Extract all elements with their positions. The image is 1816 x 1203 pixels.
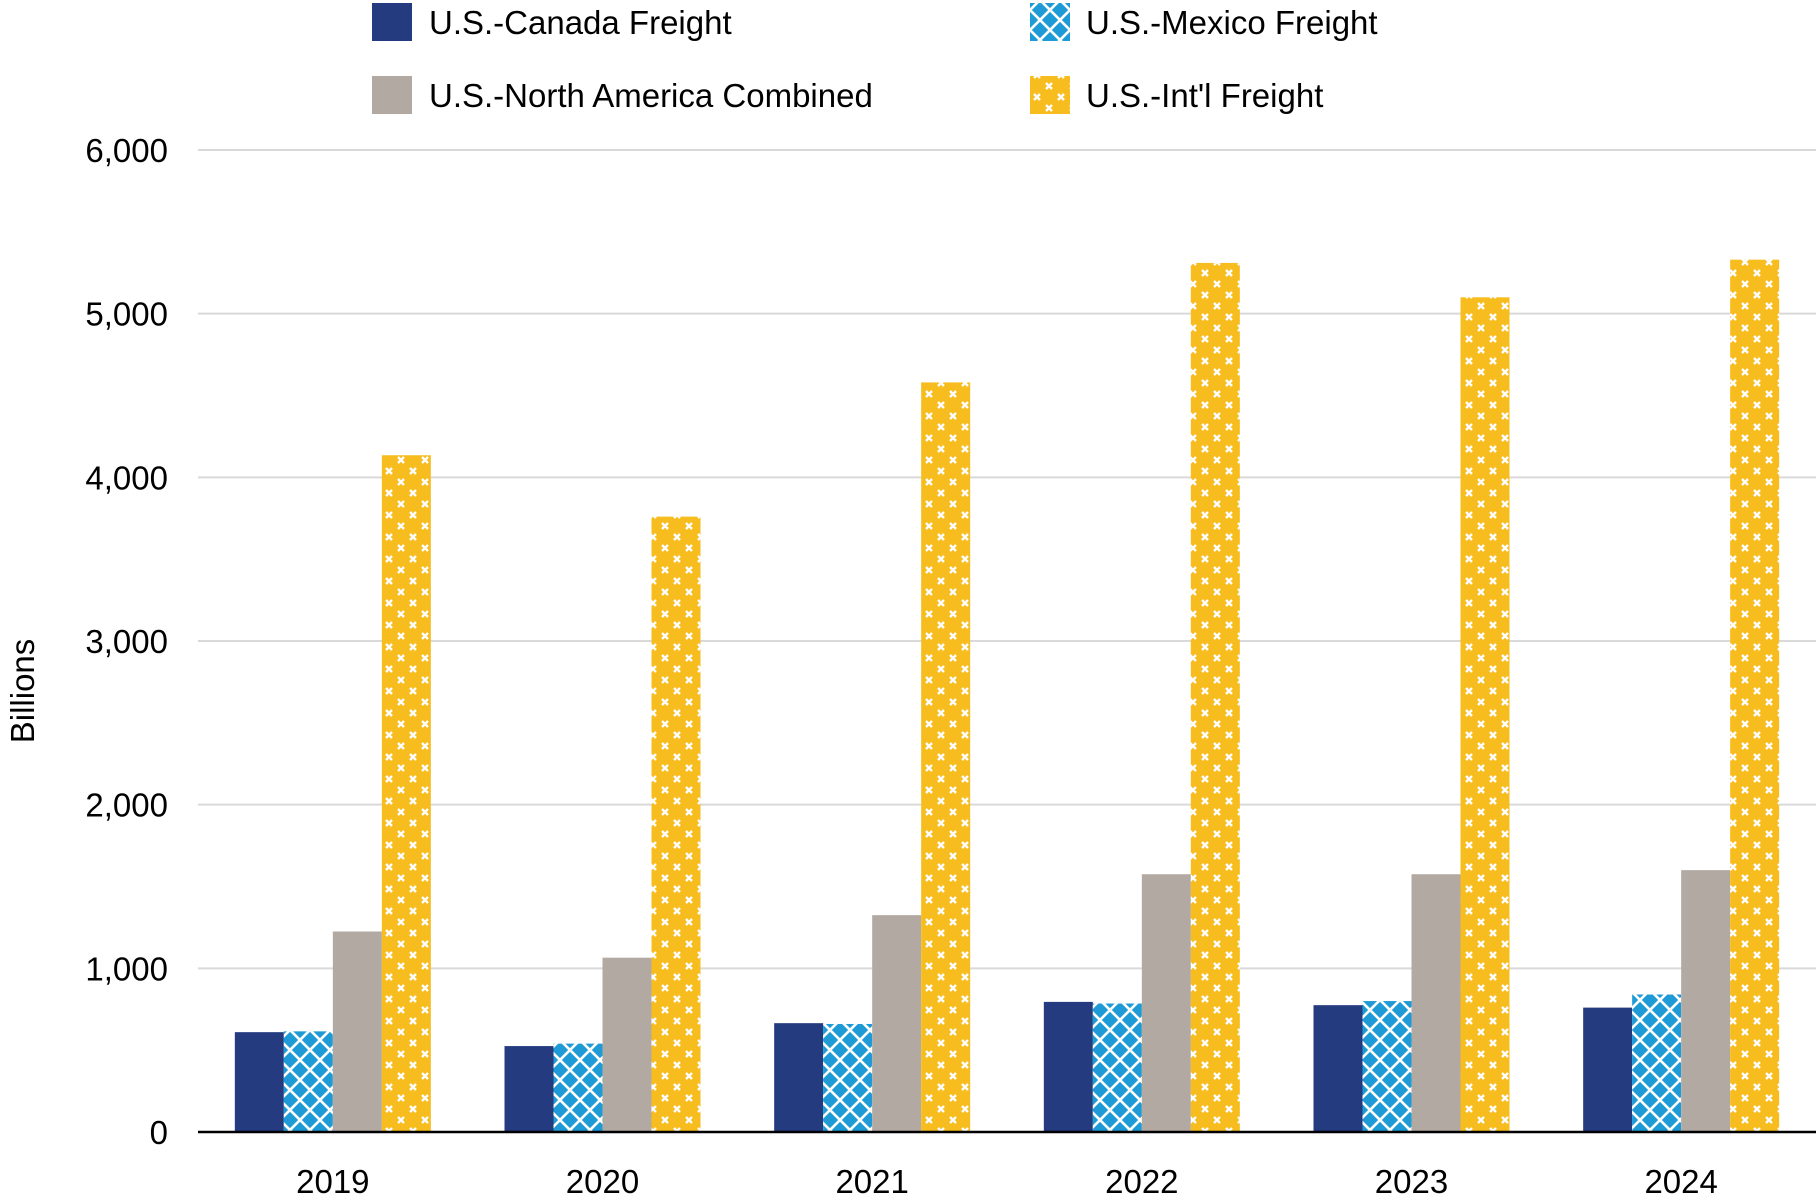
bar-combined-2022 xyxy=(1141,874,1191,1132)
x-tick-label: 2019 xyxy=(296,1163,369,1200)
y-tick-label: 6,000 xyxy=(85,132,168,169)
legend-label-intl: U.S.-Int'l Freight xyxy=(1086,77,1323,114)
bar-combined-2023 xyxy=(1411,874,1461,1132)
bar-mexico-2019 xyxy=(283,1031,333,1132)
x-tick-label: 2020 xyxy=(566,1163,639,1200)
y-tick-label: 0 xyxy=(150,1114,168,1151)
bar-intl-2019 xyxy=(381,455,431,1132)
axes: 0 1,000 2,000 3,000 4,000 5,000 6,000 Billions 2… xyxy=(4,132,1816,1200)
bar-intl-2020 xyxy=(651,516,701,1132)
bar-intl-2024 xyxy=(1730,259,1780,1132)
bar-canada-2021 xyxy=(774,1023,824,1132)
y-tick-label: 2,000 xyxy=(85,787,168,824)
bar-intl-2023 xyxy=(1460,297,1510,1132)
x-tick-label: 2024 xyxy=(1644,1163,1717,1200)
legend-swatch-intl xyxy=(1030,76,1070,114)
bar-combined-2020 xyxy=(602,957,652,1132)
legend-swatch-combined xyxy=(372,76,412,114)
y-axis-title: Billions xyxy=(4,639,41,744)
bar-intl-2022 xyxy=(1190,262,1240,1132)
y-tick-label: 3,000 xyxy=(85,623,168,660)
bars xyxy=(234,259,1780,1132)
legend-swatch-canada xyxy=(372,3,412,41)
x-tick-label: 2021 xyxy=(835,1163,908,1200)
y-tick-label: 1,000 xyxy=(85,950,168,987)
y-tick-label: 4,000 xyxy=(85,459,168,496)
bar-mexico-2024 xyxy=(1632,994,1682,1132)
bar-canada-2023 xyxy=(1313,1005,1363,1132)
bar-combined-2019 xyxy=(332,931,382,1132)
bar-combined-2024 xyxy=(1681,870,1731,1132)
gridlines xyxy=(198,149,1816,970)
bar-mexico-2021 xyxy=(823,1023,873,1132)
bar-mexico-2020 xyxy=(553,1043,603,1132)
legend-label-canada: U.S.-Canada Freight xyxy=(429,4,732,41)
bar-mexico-2023 xyxy=(1362,1001,1412,1132)
bar-canada-2019 xyxy=(234,1032,284,1132)
x-tick-label: 2023 xyxy=(1375,1163,1448,1200)
legend-swatch-mexico xyxy=(1030,3,1070,41)
legend-label-mexico: U.S.-Mexico Freight xyxy=(1086,4,1378,41)
legend: U.S.-Canada Freight U.S.-Mexico Freight U.… xyxy=(372,3,1378,114)
bar-canada-2022 xyxy=(1043,1001,1093,1132)
y-tick-label: 5,000 xyxy=(85,296,168,333)
bar-intl-2021 xyxy=(921,382,971,1132)
x-tick-label: 2022 xyxy=(1105,1163,1178,1200)
bar-canada-2020 xyxy=(504,1046,554,1132)
bar-canada-2024 xyxy=(1583,1007,1633,1132)
bar-combined-2021 xyxy=(872,915,922,1132)
bar-mexico-2022 xyxy=(1092,1003,1142,1132)
legend-label-combined: U.S.-North America Combined xyxy=(429,77,873,114)
